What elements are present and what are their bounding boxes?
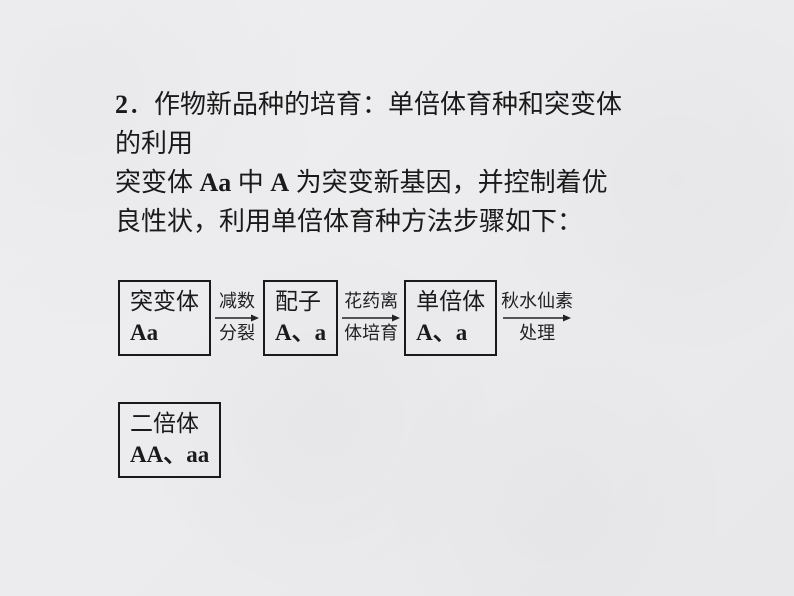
arrow-3-top: 秋水仙素 — [501, 291, 573, 313]
arrow-2: 花药离 体培育 — [342, 291, 400, 344]
arrow-1-top: 减数 — [219, 291, 255, 313]
section-number: 2 — [115, 90, 128, 119]
arrow-2-top: 花药离 — [344, 291, 398, 313]
flow-diagram: 突变体 Aa 减数 分裂 配子 A、a 花药离 体培育 单倍体 A、a 秋水仙素… — [118, 280, 778, 356]
paragraph: 2．作物新品种的培育：单倍体育种和突变体 的利用 突变体 Aa 中 A 为突变新… — [115, 85, 685, 241]
node-sub: A、a — [416, 317, 485, 348]
line-2a: 突变体 — [115, 168, 200, 197]
line-2f: 良性状，利用单倍体育种方法步骤如下： — [115, 207, 583, 236]
line-1a: ．作物新品种的培育：单倍体育种和突变体 — [128, 90, 622, 119]
node-title: 二倍体 — [130, 408, 209, 439]
node-gamete: 配子 A、a — [263, 280, 338, 356]
arrow-1: 减数 分裂 — [215, 291, 259, 344]
line-2c: 中 — [231, 168, 270, 197]
node-title: 配子 — [275, 286, 326, 317]
text-content: 2．作物新品种的培育：单倍体育种和突变体 的利用 突变体 Aa 中 A 为突变新… — [115, 85, 685, 241]
gene-a: A — [270, 168, 289, 197]
arrow-icon — [215, 313, 259, 323]
node-sub: Aa — [130, 317, 199, 348]
arrow-icon — [503, 313, 571, 323]
node-title: 单倍体 — [416, 286, 485, 317]
node-diploid: 二倍体 AA、aa — [118, 402, 221, 478]
arrow-2-bottom: 体培育 — [344, 323, 398, 345]
line-1b: 的利用 — [115, 129, 193, 158]
node-sub: A、a — [275, 317, 326, 348]
node-haploid: 单倍体 A、a — [404, 280, 497, 356]
gene-aa: Aa — [200, 168, 232, 197]
arrow-3: 秋水仙素 处理 — [501, 291, 573, 344]
arrow-1-bottom: 分裂 — [219, 323, 255, 345]
line-2e: 为突变新基因，并控制着优 — [289, 168, 608, 197]
arrow-icon — [342, 313, 400, 323]
node-title: 突变体 — [130, 286, 199, 317]
node-mutant: 突变体 Aa — [118, 280, 211, 356]
node-sub: AA、aa — [130, 439, 209, 470]
arrow-3-bottom: 处理 — [519, 323, 555, 345]
